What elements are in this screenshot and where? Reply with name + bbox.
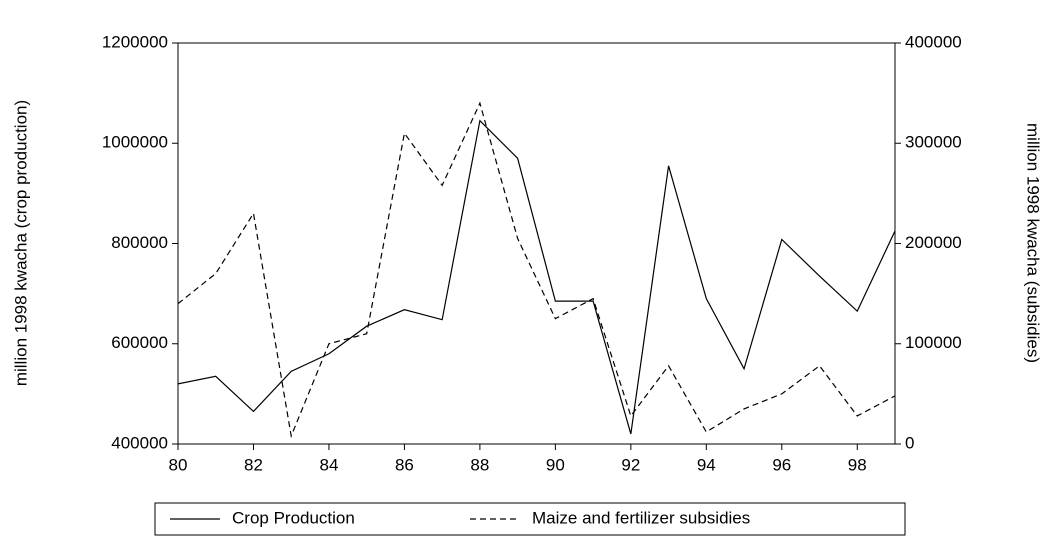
x-tick-label: 84 bbox=[319, 455, 338, 474]
y-tick-label: 800000 bbox=[111, 233, 168, 252]
x-tick-label: 98 bbox=[848, 455, 867, 474]
x-tick-label: 86 bbox=[395, 455, 414, 474]
y-tick-label: 1000000 bbox=[102, 133, 168, 152]
y2-axis-label: million 1998 kwacha (subsidies) bbox=[1024, 123, 1043, 363]
x-tick-label: 80 bbox=[169, 455, 188, 474]
x-tick-label: 96 bbox=[772, 455, 791, 474]
y-tick-label: 400000 bbox=[111, 433, 168, 452]
plot-frame bbox=[177, 42, 896, 445]
series-line bbox=[177, 101, 896, 439]
x-tick-label: 94 bbox=[697, 455, 716, 474]
y-tick-label: 600000 bbox=[111, 333, 168, 352]
y2-tick-label: 0 bbox=[905, 433, 914, 452]
y-axis-label: million 1998 kwacha (crop production) bbox=[11, 100, 30, 386]
series-line bbox=[177, 119, 896, 435]
legend-label: Crop Production bbox=[232, 508, 355, 527]
y2-tick-label: 400000 bbox=[905, 32, 962, 51]
x-tick-label: 82 bbox=[244, 455, 263, 474]
y2-tick-label: 200000 bbox=[905, 233, 962, 252]
x-tick-label: 90 bbox=[546, 455, 565, 474]
y2-tick-label: 300000 bbox=[905, 133, 962, 152]
y-tick-label: 1200000 bbox=[102, 32, 168, 51]
y2-tick-label: 100000 bbox=[905, 333, 962, 352]
legend-label: Maize and fertilizer subsidies bbox=[532, 508, 750, 527]
x-tick-label: 92 bbox=[621, 455, 640, 474]
x-tick-label: 88 bbox=[470, 455, 489, 474]
legend-box bbox=[154, 502, 906, 536]
